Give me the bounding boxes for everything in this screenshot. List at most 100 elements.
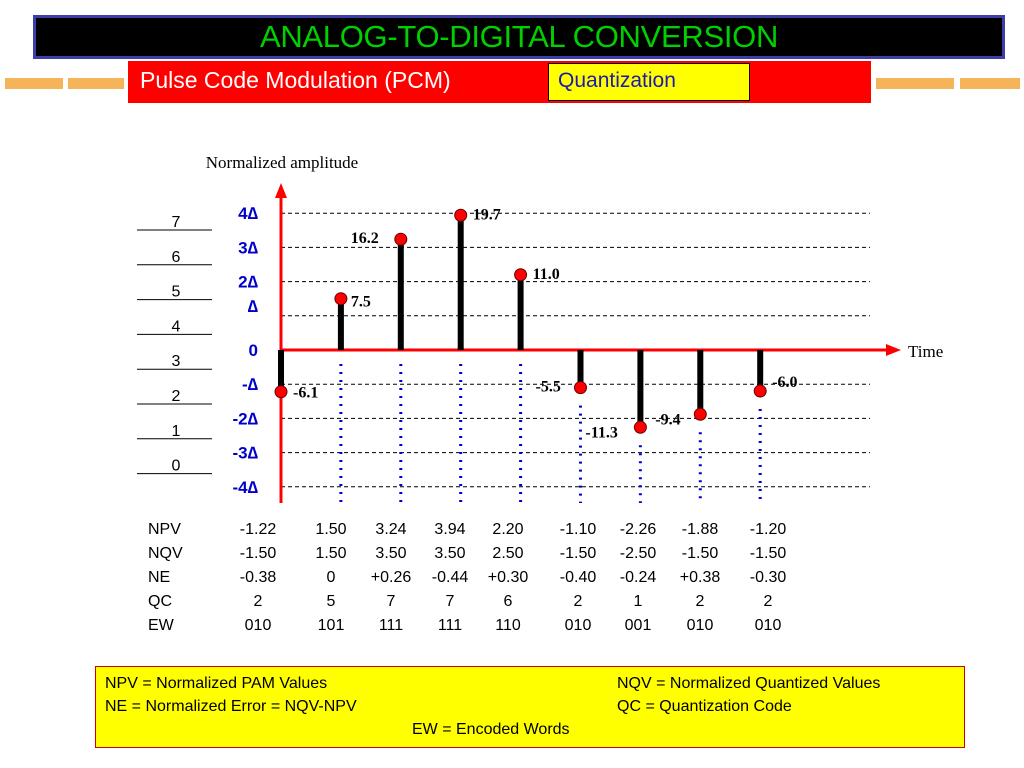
left-accent-bar-2 [68,78,124,89]
sample-value-label: -5.5 [536,379,561,396]
sample-value-label: 11.0 [533,266,560,283]
table-cell: 2.50 [492,545,524,562]
sample-marker [394,232,408,246]
table-cell: -1.50 [559,545,597,562]
sample-guide-lines [339,364,762,503]
quantization-code-levels: 7 6 5 4 3 2 1 0 [137,214,212,475]
table-cell: -1.22 [239,521,277,538]
abbreviation-legend: NPV = Normalized PAM Values NQV = Normal… [95,666,965,748]
sample-marker [574,381,587,395]
table-cell: -1.50 [749,545,787,562]
sample-marker [454,208,468,222]
sample-value-label: 16.2 [351,230,379,247]
code-level-label: 7 [172,214,181,231]
table-cell: -1.88 [681,521,719,538]
code-level-label: 1 [172,423,181,440]
sample-stems: -6.1 7.5 16.2 19.7 11.0 -5.5 -11.3 -9.4 -6.0 [274,206,798,441]
table-cell: 3.94 [434,521,466,538]
table-cell: 3.24 [375,521,407,538]
table-cell: -0.40 [559,569,597,586]
topic-highlight: Quantization [558,69,676,92]
legend-ew: EW = Encoded Words [412,721,570,738]
table-cell: 7 [445,593,455,610]
y-axis-label: Normalized amplitude [206,153,358,172]
table-cell: 7 [386,593,396,610]
table-cell: -2.50 [619,545,657,562]
table-cell: 001 [624,617,652,634]
y-tick-label: 2∆ [238,273,258,292]
table-cell: 1.50 [315,521,347,538]
table-cell: -0.24 [619,569,657,586]
table-row: NE -0.38 0 +0.26 -0.44 +0.30 -0.40 -0.24 +0.38 -0… [148,569,848,591]
sample-marker [753,384,767,398]
row-label: NPV [148,521,181,538]
table-row: EW 010 101 111 111 110 010 001 010 010 [148,617,848,639]
y-tick-label: ∆ [248,297,259,316]
code-level-label: 4 [172,318,181,335]
table-cell: 010 [244,617,272,634]
legend-qc: QC = Quantization Code [617,698,792,715]
subtitle: Pulse Code Modulation (PCM) [140,67,451,93]
y-axis-arrow [275,183,287,198]
x-axis-arrow [886,344,901,356]
row-label: NQV [148,545,183,562]
table-cell: -2.26 [619,521,657,538]
sample-value-label: -6.1 [293,385,318,402]
code-level-label: 3 [172,353,181,370]
table-cell: -0.30 [749,569,787,586]
right-accent-bar-2 [960,78,1020,89]
table-cell: 2 [573,593,583,610]
y-tick-label: -4∆ [232,478,258,497]
sample-value-label: -6.0 [772,374,797,391]
table-cell: 111 [378,617,404,634]
y-tick-label: -2∆ [232,409,258,428]
table-row: QC 2 5 7 7 6 2 1 2 2 [148,593,848,615]
y-tick-label: -∆ [242,375,259,394]
sample-marker [334,292,348,306]
topic-highlight-box [548,63,750,101]
sample-marker [514,268,528,282]
y-tick-label: 3∆ [238,238,258,257]
title-bar: ANALOG-TO-DIGITAL CONVERSION [33,15,1005,59]
sample-value-label: 7.5 [351,294,371,311]
sample-marker [274,385,288,399]
table-cell: 2.20 [492,521,524,538]
y-tick-labels: 4∆ 3∆ 2∆ ∆ 0 -∆ -2∆ -3∆ -4∆ [232,204,258,497]
row-label: QC [148,593,172,610]
table-cell: +0.38 [679,569,721,586]
table-cell: 2 [695,593,705,610]
sample-value-label: -11.3 [585,424,617,441]
table-row: NQV -1.50 1.50 3.50 3.50 2.50 -1.50 -2.50 -1.50 -… [148,545,848,567]
table-row: NPV -1.22 1.50 3.24 3.94 2.20 -1.10 -2.26 -1.88 -… [148,521,848,543]
y-tick-label: 0 [249,341,258,360]
table-cell: 3.50 [375,545,407,562]
code-level-label: 2 [172,388,181,405]
table-cell: 010 [686,617,714,634]
table-cell: 1.50 [315,545,347,562]
table-cell: -1.10 [559,521,597,538]
table-cell: 3.50 [434,545,466,562]
table-cell: -0.38 [239,569,277,586]
slide-title: ANALOG-TO-DIGITAL CONVERSION [259,19,779,54]
sample-marker [693,407,707,421]
table-cell: 1 [633,593,643,610]
table-cell: -1.50 [681,545,719,562]
x-axis-label: Time [908,342,943,361]
left-accent-bar [5,78,63,89]
table-cell: 2 [763,593,773,610]
table-cell: +0.26 [370,569,412,586]
axes [275,183,901,503]
table-cell: 0 [326,569,336,586]
table-cell: 111 [437,617,463,634]
table-cell: 6 [503,593,513,610]
table-cell: -1.50 [239,545,277,562]
row-label: EW [148,617,174,634]
sample-value-label: -9.4 [655,411,680,428]
table-cell: 2 [253,593,263,610]
code-level-label: 0 [172,458,181,475]
table-cell: 5 [326,593,336,610]
row-label: NE [148,569,171,586]
table-cell: 010 [564,617,592,634]
right-accent-bar [876,78,954,89]
